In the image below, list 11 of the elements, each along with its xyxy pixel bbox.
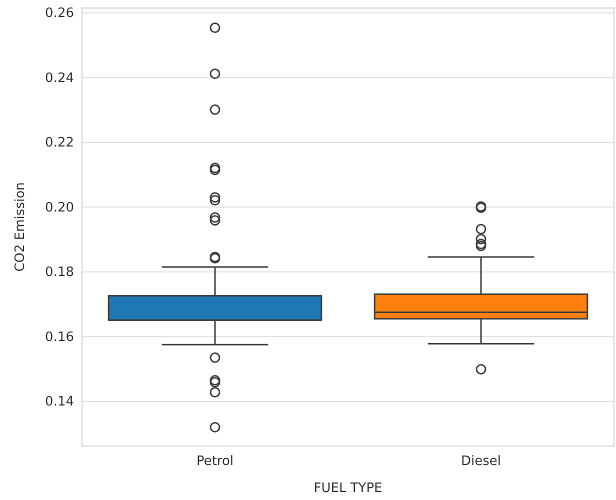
x-axis-title: FUEL TYPE — [314, 481, 382, 496]
y-tick-label: 0.22 — [45, 136, 74, 151]
y-tick-label: 0.14 — [45, 394, 74, 410]
y-tick-label: 0.26 — [45, 6, 74, 22]
y-tick-label: 0.16 — [45, 330, 74, 345]
y-tick-label: 0.20 — [45, 200, 74, 216]
y-tick-label: 0.24 — [45, 70, 74, 86]
y-axis-title: CO2 Emission — [13, 182, 28, 272]
x-tick-label: Petrol — [196, 454, 234, 470]
y-tick-label: 0.18 — [45, 264, 74, 280]
x-tick-label: Diesel — [460, 454, 502, 470]
